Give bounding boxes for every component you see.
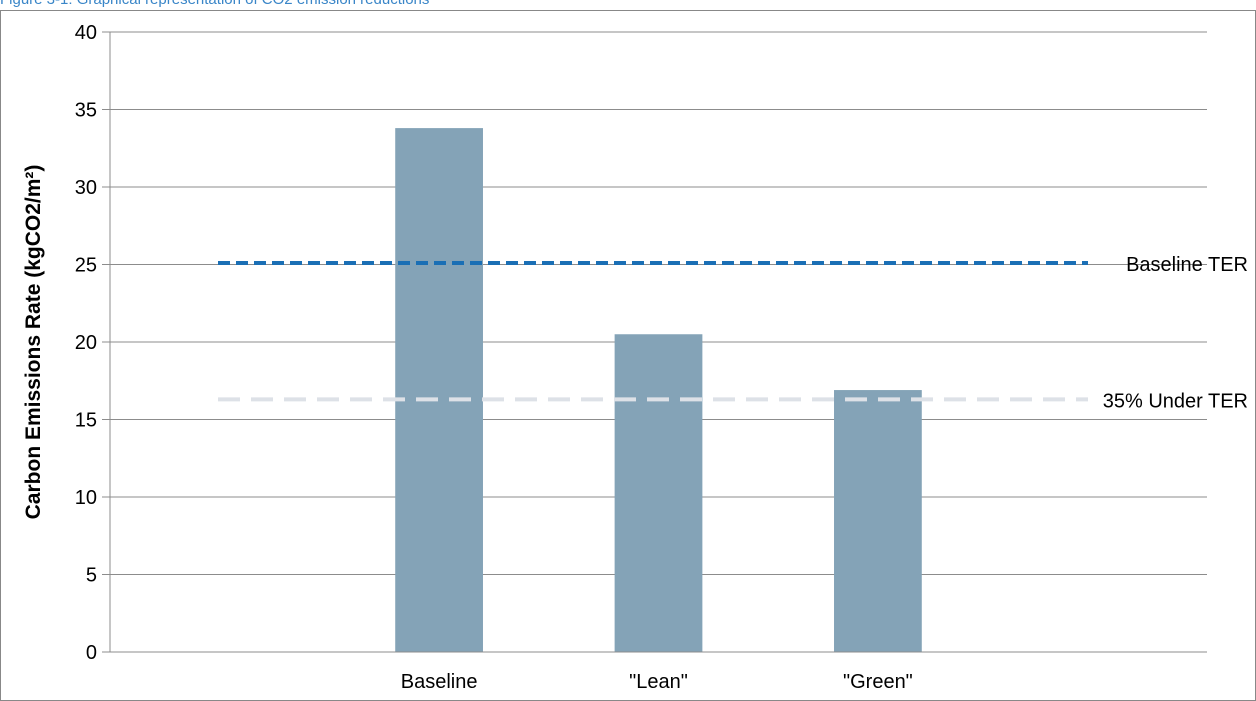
y-tick-label-35: 35 [75, 100, 97, 122]
y-tick-label-15: 15 [75, 410, 97, 432]
y-tick-label-20: 20 [75, 332, 97, 354]
bar-0 [395, 128, 483, 653]
y-tick-label-30: 30 [75, 177, 97, 199]
x-category-label-2: "Green" [843, 671, 913, 693]
labels: 0 5 10 15 20 25 30 35 40 Baseline "Lean" "Green" Bas… [22, 22, 1248, 693]
bar-1 [614, 334, 703, 652]
figure-caption: Figure 3-1: Graphical representation of … [0, 0, 1256, 9]
y-tick-label-10: 10 [75, 487, 97, 509]
y-tick-label-25: 25 [75, 255, 97, 277]
x-category-label-1: "Lean" [629, 671, 688, 693]
y-tick-label-40: 40 [75, 22, 97, 44]
reference-line-label-1: 35% Under TER [1103, 390, 1248, 412]
reference-lines [218, 260, 1088, 402]
bar-2 [834, 390, 922, 652]
y-tick-label-5: 5 [86, 565, 97, 587]
bars [395, 128, 922, 653]
reference-line-label-0: Baseline TER [1126, 254, 1248, 276]
y-axis-title: Carbon Emissions Rate (kgCO2/m²) [22, 165, 45, 520]
axes [102, 31, 1207, 653]
x-category-label-0: Baseline [401, 671, 478, 693]
y-tick-label-0: 0 [86, 642, 97, 664]
